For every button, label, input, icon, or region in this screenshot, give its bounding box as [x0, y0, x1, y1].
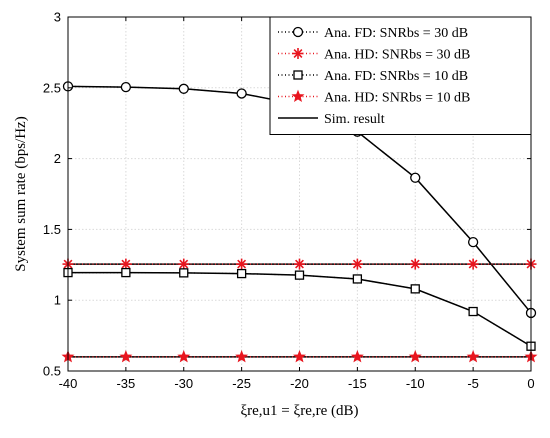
legend-marker-star [291, 89, 305, 103]
legend: Ana. FD: SNRbs = 30 dB Ana. HD: SNRbs = 3… [269, 16, 532, 135]
legend-label: Ana. HD: SNRbs = 10 dB [324, 91, 470, 106]
point-square [236, 268, 247, 279]
x-tick-label: -10 [406, 376, 425, 391]
asterisk-stroke [295, 259, 304, 269]
point-asterisk [467, 258, 479, 270]
legend-label: Ana. FD: SNRbs = 30 dB [324, 26, 468, 41]
x-tick-label: -15 [348, 376, 367, 391]
point-asterisk [178, 258, 190, 270]
point-circle [410, 172, 421, 183]
x-tick-label: -35 [116, 376, 135, 391]
point-star [235, 350, 249, 363]
tick-labels: -40 -35 -30 -25 -20 -15 -10 -5 0 0.5 1 1.5 2 2.5 3 [43, 10, 535, 392]
asterisk-stroke [468, 259, 478, 269]
asterisk-stroke [293, 49, 303, 58]
x-tick-label: -40 [59, 376, 78, 391]
point-square [179, 268, 189, 278]
point-star [293, 350, 306, 363]
x-tick-label: 0 [527, 376, 534, 391]
legend-item: Ana. FD: SNRbs = 30 dB [278, 26, 468, 41]
x-tick-label: -5 [467, 376, 479, 391]
asterisk-stroke [352, 259, 362, 269]
legend-marker-circle [292, 26, 304, 38]
point-asterisk [409, 258, 421, 270]
y-tick-label: 2 [54, 151, 61, 166]
legend-box [269, 16, 532, 135]
point-circle [467, 236, 479, 248]
point-square [121, 267, 131, 278]
point-star [466, 350, 480, 363]
legend-item: Ana. FD: SNRbs = 10 dB [278, 69, 468, 84]
y-tick-label: 1 [54, 293, 61, 308]
point-asterisk [120, 258, 132, 270]
x-tick-label: -30 [174, 376, 193, 391]
point-circle [236, 88, 247, 99]
point-square [352, 274, 363, 284]
x-axis-label: ξre,u1 = ξre,re (dB) [240, 403, 358, 419]
legend-item: Ana. HD: SNRbs = 10 dB [278, 89, 470, 106]
point-star [408, 350, 422, 363]
legend-label: Ana. FD: SNRbs = 10 dB [324, 69, 468, 84]
y-tick-label: 2.5 [43, 80, 61, 95]
legend-marker-square [293, 70, 303, 80]
asterisk-stroke [410, 259, 420, 269]
point-asterisk [236, 258, 248, 270]
legend-item: Ana. HD: SNRbs = 30 dB [278, 48, 470, 63]
point-square [410, 284, 420, 294]
asterisk-stroke [237, 259, 247, 269]
point-star [177, 350, 191, 363]
y-tick-label: 1.5 [43, 222, 61, 237]
point-circle [178, 83, 189, 94]
legend-label: Sim. result [324, 112, 385, 127]
asterisk-stroke [179, 259, 189, 269]
point-square [294, 270, 305, 280]
point-asterisk [351, 258, 363, 270]
legend-marker-asterisk [292, 48, 304, 59]
y-axis-label: System sum rate (bps/Hz) [13, 116, 29, 271]
legend-item: Sim. result [278, 112, 385, 127]
y-tick-label: 3 [54, 10, 61, 25]
legend-label: Ana. HD: SNRbs = 30 dB [324, 48, 470, 63]
point-square [468, 306, 478, 317]
point-asterisk [294, 258, 305, 270]
x-tick-label: -25 [232, 376, 251, 391]
point-circle [120, 81, 132, 93]
x-tick-label: -20 [290, 376, 309, 391]
point-star [119, 350, 133, 363]
y-tick-label: 0.5 [43, 364, 61, 379]
series-line-circle [67, 85, 532, 314]
point-star [350, 350, 364, 363]
asterisk-stroke [121, 259, 131, 269]
